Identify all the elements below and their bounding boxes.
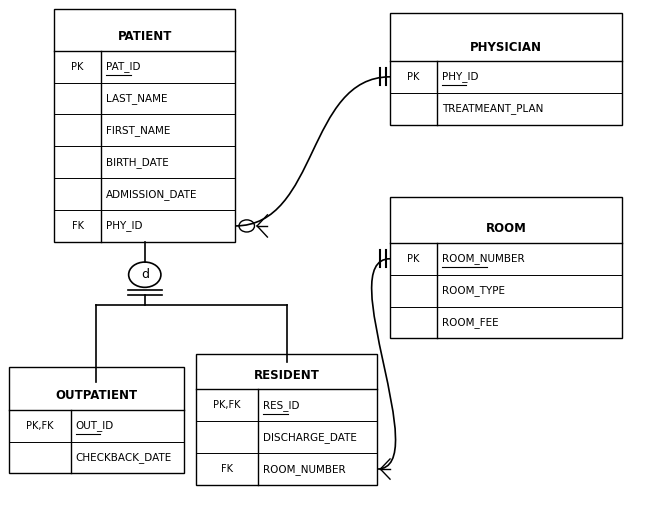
Text: PATIENT: PATIENT — [118, 30, 172, 43]
Bar — [390, 13, 622, 125]
Text: ROOM: ROOM — [486, 222, 527, 236]
Text: FK: FK — [221, 464, 233, 474]
Text: PAT_ID: PAT_ID — [106, 61, 141, 72]
Text: OUTPATIENT: OUTPATIENT — [55, 389, 137, 402]
Text: ROOM_FEE: ROOM_FEE — [441, 317, 498, 328]
Text: TREATMEANT_PLAN: TREATMEANT_PLAN — [441, 103, 543, 114]
Text: ROOM_NUMBER: ROOM_NUMBER — [263, 463, 346, 475]
Text: BIRTH_DATE: BIRTH_DATE — [106, 157, 169, 168]
Bar — [9, 367, 184, 473]
Text: DISCHARGE_DATE: DISCHARGE_DATE — [263, 432, 357, 443]
Text: ROOM_NUMBER: ROOM_NUMBER — [441, 253, 524, 264]
Text: CHECKBACK_DATE: CHECKBACK_DATE — [76, 452, 172, 463]
Text: FK: FK — [72, 221, 83, 231]
Text: RES_ID: RES_ID — [263, 400, 299, 411]
Text: LAST_NAME: LAST_NAME — [106, 93, 167, 104]
Text: PK: PK — [72, 62, 84, 72]
Bar — [390, 197, 622, 338]
Text: PHY_ID: PHY_ID — [106, 220, 143, 231]
Text: PHYSICIAN: PHYSICIAN — [470, 40, 542, 54]
Bar — [197, 354, 377, 485]
Text: PK: PK — [407, 254, 419, 264]
Text: ADMISSION_DATE: ADMISSION_DATE — [106, 189, 197, 199]
Text: ROOM_TYPE: ROOM_TYPE — [441, 285, 505, 296]
Text: PK,FK: PK,FK — [26, 421, 53, 431]
Text: d: d — [141, 268, 149, 281]
Text: FIRST_NAME: FIRST_NAME — [106, 125, 171, 136]
Bar — [55, 9, 235, 242]
Text: RESIDENT: RESIDENT — [254, 369, 320, 382]
Text: PHY_ID: PHY_ID — [441, 72, 478, 82]
Text: OUT_ID: OUT_ID — [76, 420, 114, 431]
Text: PK,FK: PK,FK — [214, 400, 241, 410]
Text: PK: PK — [407, 72, 419, 82]
